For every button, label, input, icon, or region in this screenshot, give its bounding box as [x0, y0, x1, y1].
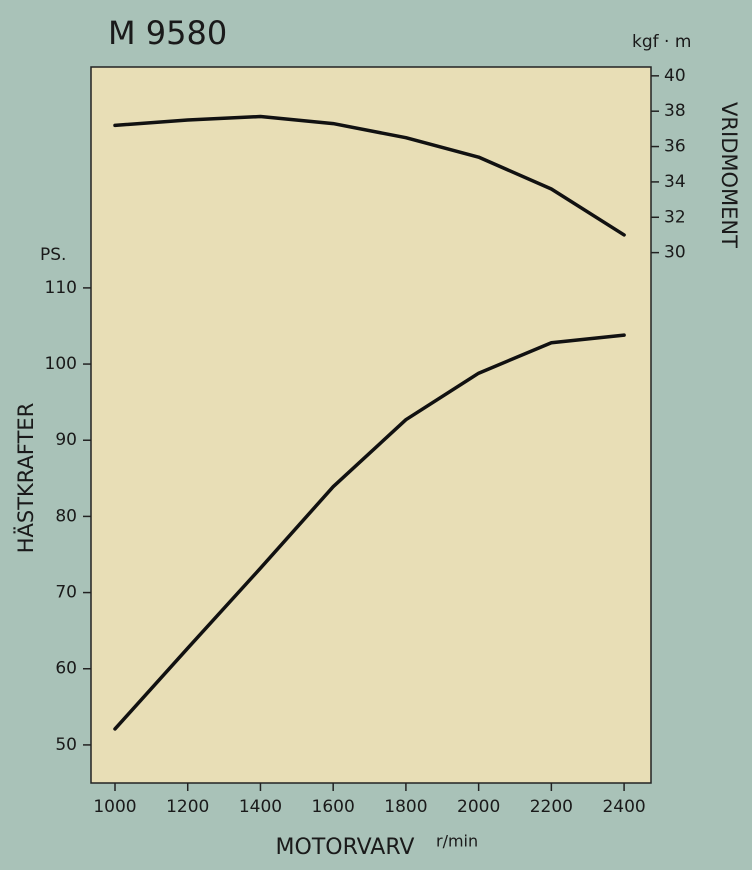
y2-tick-label: 38: [664, 101, 686, 121]
y-tick-label: 50: [55, 735, 77, 755]
y2-tick-label: 40: [664, 66, 686, 86]
x-tick-label: 1000: [93, 797, 136, 817]
x-tick-label: 1800: [384, 797, 427, 817]
x-tick-label: 2200: [530, 797, 573, 817]
y-tick-label: 80: [55, 506, 77, 526]
y2-unit: kgf · m: [632, 32, 691, 52]
x-tick-label: 2400: [602, 797, 645, 817]
y2-tick-label: 30: [664, 243, 686, 263]
plot-area: [90, 66, 652, 784]
y2-axis-title: VRIDMOMENT: [717, 102, 741, 248]
y-unit: PS.: [40, 245, 66, 265]
y-tick-label: 70: [55, 583, 77, 603]
y2-tick-label: 32: [664, 207, 686, 227]
y-tick-label: 90: [55, 430, 77, 450]
x-unit: r/min: [436, 832, 478, 851]
x-tick-label: 1600: [312, 797, 355, 817]
chart-title: M 9580: [108, 14, 227, 52]
y-tick-label: 60: [55, 659, 77, 679]
x-tick-label: 2000: [457, 797, 500, 817]
y-tick-label: 110: [45, 278, 77, 298]
y-tick-label: 100: [45, 354, 77, 374]
y-axis-title: HÄSTKRAFTER: [13, 403, 38, 554]
x-tick-label: 1200: [166, 797, 209, 817]
line-series: [113, 333, 626, 731]
y2-tick-label: 34: [664, 172, 686, 192]
y2-tick-label: 36: [664, 137, 686, 157]
line-series: [113, 114, 626, 237]
x-axis-title: MOTORVARV: [276, 835, 415, 860]
x-tick-label: 1400: [239, 797, 282, 817]
